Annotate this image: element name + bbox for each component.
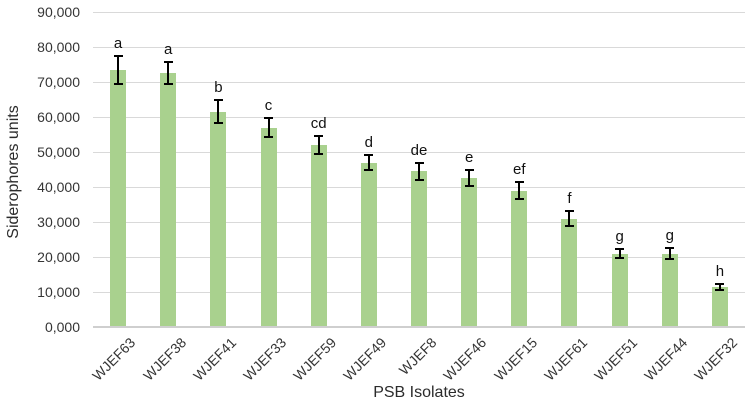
bar-WJEF33 xyxy=(260,127,277,326)
bar-WJEF59 xyxy=(310,145,327,326)
x-tick-label: WJEF49 xyxy=(340,334,390,384)
y-tick-label: 30,000 xyxy=(37,214,80,230)
x-tick-label: WJEF33 xyxy=(239,334,290,384)
x-tick-label: WJEF44 xyxy=(641,334,691,384)
error-bar-cap xyxy=(213,99,223,102)
error-bar-line xyxy=(418,162,420,180)
bar-WJEF15 xyxy=(511,190,528,326)
error-bar-cap xyxy=(615,256,625,259)
x-tick-label: WJEF51 xyxy=(590,334,641,384)
significance-letter: g xyxy=(665,227,674,245)
error-bar-cap xyxy=(514,181,524,184)
error-bar-cap xyxy=(665,257,675,260)
y-axis-tick-labels: 0,000 10,000 20,000 30,000 40,000 50,000 60,00… xyxy=(0,0,85,413)
plot-area: a a b c cd d de e ef f g g h xyxy=(93,12,745,328)
error-bar-cap xyxy=(113,82,123,85)
error-bar-cap xyxy=(564,209,574,212)
error-bar-line xyxy=(367,154,370,171)
error-bar-cap xyxy=(113,54,123,57)
bar-WJEF8 xyxy=(411,171,427,326)
x-tick-label: WJEF38 xyxy=(139,334,189,384)
x-tick-label: WJEF59 xyxy=(290,334,340,384)
bar-WJEF63 xyxy=(110,69,127,326)
error-bar-cap xyxy=(464,185,474,188)
x-tick-label: WJEF32 xyxy=(691,334,741,384)
y-tick-label: 90,000 xyxy=(37,4,80,20)
significance-letter: f xyxy=(567,189,572,207)
x-tick-label: WJEF63 xyxy=(89,334,139,384)
y-tick-label: 10,000 xyxy=(37,284,80,300)
error-bar-line xyxy=(568,210,571,227)
error-bar-cap xyxy=(514,197,524,200)
significance-letter: h xyxy=(715,262,725,280)
bar-WJEF46 xyxy=(461,178,478,326)
error-bar-line xyxy=(317,136,320,154)
error-bar-line xyxy=(167,62,170,85)
gridline xyxy=(93,82,745,83)
bar-WJEF51 xyxy=(611,253,628,326)
error-bar-cap xyxy=(213,122,223,125)
bar-WJEF38 xyxy=(160,73,177,326)
error-bar-cap xyxy=(364,169,374,172)
error-bar-cap xyxy=(715,288,725,291)
x-tick-label: WJEF8 xyxy=(395,334,440,379)
gridline xyxy=(93,117,745,118)
y-tick-label: 40,000 xyxy=(37,179,80,195)
gridline xyxy=(93,47,745,48)
significance-letter: b xyxy=(214,79,223,97)
error-bar-line xyxy=(267,117,270,138)
y-tick-label: 0,000 xyxy=(44,319,80,335)
x-tick-label: WJEF15 xyxy=(490,334,540,384)
error-bar-line xyxy=(468,170,471,187)
y-tick-label: 80,000 xyxy=(37,39,80,55)
error-bar-cap xyxy=(715,282,725,285)
y-tick-label: 60,000 xyxy=(37,109,80,125)
error-bar-cap xyxy=(364,153,374,156)
x-tick-label: WJEF46 xyxy=(440,334,490,384)
error-bar-cap xyxy=(163,61,173,64)
significance-letter: ef xyxy=(513,161,526,179)
error-bar-cap xyxy=(163,83,173,86)
x-axis-title: PSB Isolates xyxy=(373,384,465,401)
significance-letter: cd xyxy=(310,115,327,133)
error-bar-cap xyxy=(615,248,625,251)
gridline xyxy=(93,12,745,13)
error-bar-cap xyxy=(564,225,574,228)
error-bar-line xyxy=(618,249,621,258)
error-bar-cap xyxy=(314,152,324,155)
error-bar-cap xyxy=(464,169,474,172)
y-tick-label: 50,000 xyxy=(37,144,80,160)
significance-letter: d xyxy=(364,133,374,151)
bar-WJEF61 xyxy=(561,218,578,326)
error-bar-cap xyxy=(314,135,324,138)
error-bar-cap xyxy=(264,136,274,139)
error-bar-cap xyxy=(665,247,675,250)
x-axis-line xyxy=(93,326,745,328)
y-tick-label: 70,000 xyxy=(37,74,80,90)
significance-letter: c xyxy=(264,96,273,114)
y-tick-label: 20,000 xyxy=(37,249,80,265)
error-bar-line xyxy=(117,55,120,84)
significance-letter: a xyxy=(164,41,173,59)
error-bar-line xyxy=(668,248,671,259)
error-bar-cap xyxy=(264,116,274,119)
error-bar-line xyxy=(217,100,220,124)
x-tick-label: WJEF41 xyxy=(189,334,239,384)
x-tick-label: WJEF61 xyxy=(540,334,591,384)
significance-letter: de xyxy=(410,141,428,159)
bar-WJEF49 xyxy=(360,162,377,326)
error-bar-line xyxy=(718,283,721,290)
bar-WJEF32 xyxy=(711,286,728,326)
error-bar-cap xyxy=(414,179,424,181)
gridline xyxy=(93,152,745,153)
bar-WJEF41 xyxy=(210,111,227,326)
error-bar-line xyxy=(518,182,521,199)
significance-letter: g xyxy=(615,228,624,246)
error-bar-cap xyxy=(414,161,424,164)
significance-letter: e xyxy=(464,149,474,167)
significance-letter: a xyxy=(113,34,123,52)
bar-WJEF44 xyxy=(661,253,678,326)
